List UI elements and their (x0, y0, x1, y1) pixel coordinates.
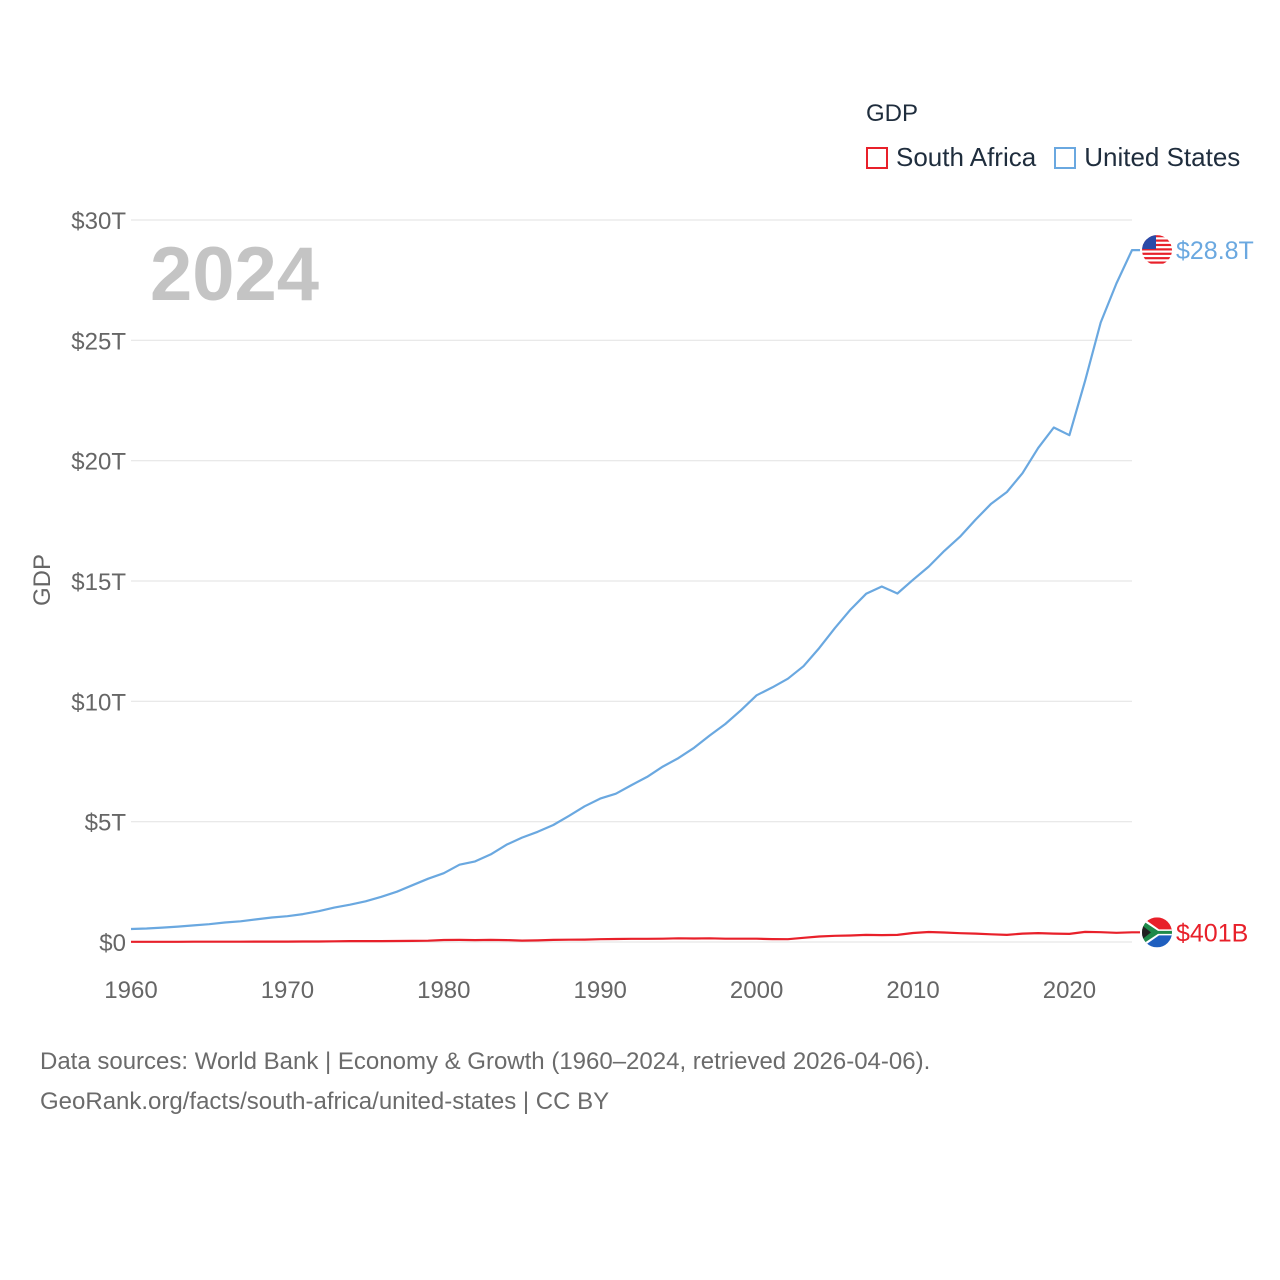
x-tick-label: 2000 (730, 977, 783, 1004)
x-tick-label: 2020 (1043, 977, 1096, 1004)
legend: South Africa United States (866, 142, 1258, 173)
legend-item-united-states[interactable]: United States (1054, 142, 1240, 173)
footer: Data sources: World Bank | Economy & Gro… (40, 1042, 930, 1122)
x-tick-label: 1970 (261, 977, 314, 1004)
footer-attribution: GeoRank.org/facts/south-africa/united-st… (40, 1088, 610, 1115)
y-axis-ticks: $0 $5T $10T $15T $20T $25T $30T (71, 208, 126, 957)
legend-label-united-states: United States (1084, 142, 1241, 172)
series-line-south-africa (131, 930, 1140, 943)
legend-swatch-united-states (1054, 146, 1077, 169)
y-tick-label: $30T (71, 208, 126, 235)
y-axis-label: GDP (29, 554, 56, 606)
x-tick-label: 2010 (886, 977, 939, 1004)
legend-swatch-south-africa (866, 146, 888, 169)
end-label-south-africa: $401B (1176, 919, 1248, 947)
x-tick-label: 1960 (104, 977, 157, 1004)
series-lines (130, 249, 1140, 943)
footer-sources: Data sources: World Bank | Economy & Gro… (40, 1048, 931, 1075)
legend-label-south-africa: South Africa (896, 142, 1037, 172)
gridlines (131, 219, 1132, 943)
us-flag-icon (1142, 235, 1172, 266)
series-line-united-states (130, 249, 1140, 931)
legend-title: GDP (866, 100, 919, 127)
x-axis-ticks: 1960 1970 1980 1990 2000 2010 2020 (104, 977, 1096, 1004)
end-label-united-states: $28.8T (1176, 237, 1254, 265)
y-tick-label: $5T (85, 810, 127, 837)
y-tick-label: $15T (71, 569, 126, 596)
x-tick-label: 1980 (417, 977, 470, 1004)
year-watermark: 2024 (150, 232, 319, 317)
y-tick-label: $25T (71, 328, 126, 355)
y-tick-label: $20T (71, 449, 126, 476)
y-tick-label: $10T (71, 689, 126, 716)
line-chart: 2024 $0$5T$10T$15T$20T$25T$30T 1960 1970 1… (29, 208, 1254, 1004)
end-markers: $28.8T $401B (1142, 235, 1254, 948)
y-tick-label: $0 (99, 930, 126, 957)
south-africa-flag-icon (1142, 917, 1172, 948)
x-tick-label: 1990 (574, 977, 627, 1004)
legend-item-south-africa[interactable]: South Africa (866, 142, 1036, 173)
